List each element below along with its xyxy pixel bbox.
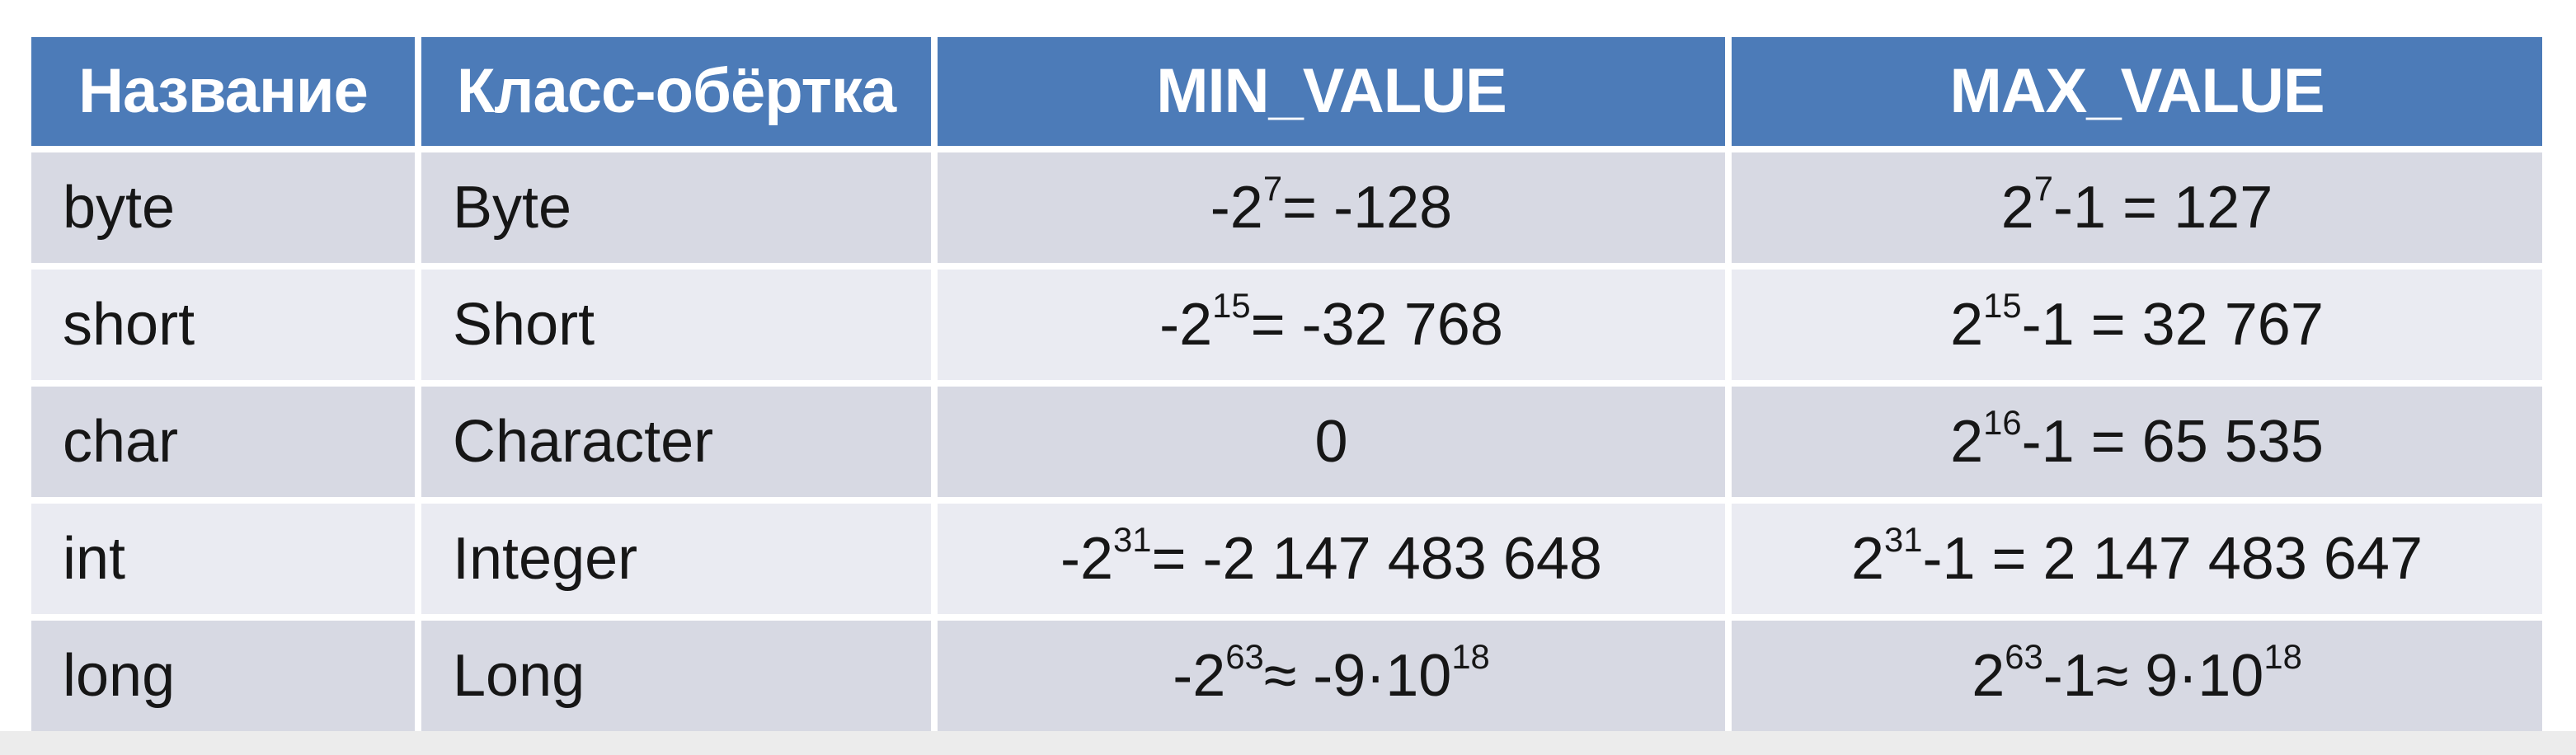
column-header-wrapper-class: Класс-обёртка [421, 37, 931, 146]
exponent: 7 [2033, 169, 2054, 209]
exponent: 18 [2263, 637, 2302, 677]
value-text: -1 = 65 535 [2021, 409, 2324, 475]
value-text: -2 [1159, 292, 1213, 358]
value-text: 2 [2000, 175, 2034, 241]
cell-wrapper-long: Long [421, 621, 931, 731]
value-text: = -2 147 483 648 [1151, 526, 1602, 592]
exponent: 63 [2005, 637, 2043, 677]
cell-min-char: 0 [938, 387, 1725, 497]
cell-name-int: int [31, 504, 415, 614]
cell-max-byte: 2 7 -1 = 127 [1732, 152, 2542, 263]
cell-max-int: 2 31 -1 = 2 147 483 647 [1732, 504, 2542, 614]
cell-wrapper-byte: Byte [421, 152, 931, 263]
value-text: -2 [1173, 643, 1226, 709]
cell-name-long: long [31, 621, 415, 731]
cell-name-short: short [31, 270, 415, 380]
exponent: 18 [1451, 637, 1490, 677]
value-text: = -128 [1282, 175, 1453, 241]
value-text: 2 [1850, 526, 1885, 592]
cell-name-char: char [31, 387, 415, 497]
letterbox-strip [0, 731, 2576, 755]
column-header-min-value: MIN_VALUE [938, 37, 1725, 146]
exponent: 15 [1983, 286, 2022, 326]
value-text: -1 = 32 767 [2021, 292, 2324, 358]
cell-max-long: 2 63 -1≈ 9·10 18 [1732, 621, 2542, 731]
value-text: -1 = 127 [2053, 175, 2273, 241]
cell-min-int: -2 31 = -2 147 483 648 [938, 504, 1725, 614]
cell-min-long: -2 63 ≈ -9·10 18 [938, 621, 1725, 731]
cell-max-short: 2 15 -1 = 32 767 [1732, 270, 2542, 380]
cell-min-short: -2 15 = -32 768 [938, 270, 1725, 380]
cell-wrapper-char: Character [421, 387, 931, 497]
exponent: 63 [1225, 637, 1264, 677]
value-text: -1 = 2 147 483 647 [1922, 526, 2423, 592]
value-text: -1≈ 9·10 [2042, 643, 2264, 709]
exponent: 7 [1262, 169, 1283, 209]
value-text: 2 [1950, 292, 1984, 358]
exponent: 16 [1983, 403, 2022, 443]
value-text: -2 [1210, 175, 1263, 241]
cell-name-byte: byte [31, 152, 415, 263]
primitive-types-table: Название Класс-обёртка MIN_VALUE MAX_VAL… [31, 37, 2542, 731]
cell-wrapper-short: Short [421, 270, 931, 380]
cell-min-byte: -2 7 = -128 [938, 152, 1725, 263]
value-text: 2 [1950, 409, 1984, 475]
column-header-name: Название [31, 37, 415, 146]
cell-max-char: 2 16 -1 = 65 535 [1732, 387, 2542, 497]
column-header-max-value: MAX_VALUE [1732, 37, 2542, 146]
value-text: ≈ -9·10 [1263, 643, 1452, 709]
value-text: = -32 768 [1250, 292, 1503, 358]
exponent: 15 [1212, 286, 1251, 326]
value-text: -2 [1060, 526, 1114, 592]
value-text: 0 [1314, 409, 1348, 475]
value-text: 2 [1972, 643, 2005, 709]
cell-wrapper-int: Integer [421, 504, 931, 614]
exponent: 31 [1884, 520, 1923, 560]
exponent: 31 [1113, 520, 1152, 560]
